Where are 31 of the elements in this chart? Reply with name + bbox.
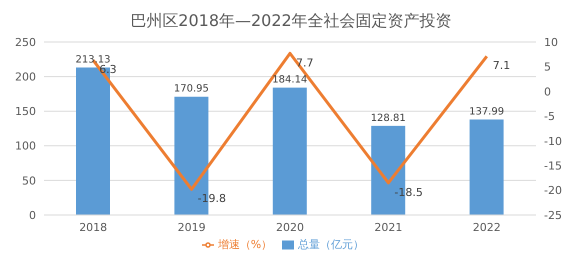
- x-tick-label: 2018: [79, 220, 108, 234]
- y-tick-label: 100: [15, 140, 36, 153]
- x-tick-label: 2022: [472, 220, 501, 234]
- data-label: 7.1: [492, 59, 510, 72]
- y2-tick-label: -15: [544, 159, 562, 172]
- y-tick-label: 50: [22, 174, 36, 188]
- data-label: 184.14: [272, 74, 308, 86]
- x-tick-label: 2019: [178, 220, 206, 234]
- y-tick-label: 150: [15, 105, 36, 118]
- y2-tick-label: 0: [544, 85, 551, 98]
- data-label: 137.99: [469, 106, 504, 118]
- y2-tick-label: -5: [544, 110, 555, 124]
- y2-tick-label: 10: [544, 36, 558, 49]
- y-tick-label: 0: [29, 208, 36, 222]
- legend-label: 增速（%）: [218, 238, 272, 251]
- y2-tick-label: -10: [544, 134, 562, 148]
- data-label: 6.3: [99, 63, 117, 76]
- x-tick-label: 2020: [276, 220, 304, 234]
- x-tick-label: 2021: [374, 220, 402, 234]
- data-label: 170.95: [174, 84, 209, 95]
- legend-label: 总量（亿元）: [298, 238, 364, 251]
- bar: [470, 120, 504, 215]
- y2-tick-label: -25: [544, 208, 562, 222]
- y-tick-label: 200: [15, 70, 36, 84]
- y-tick-label: 250: [15, 36, 36, 49]
- data-label: 213.13: [76, 54, 110, 66]
- data-label: 128.81: [370, 112, 406, 124]
- chart-title: 巴州区2018年—2022年全社会固定资产投资: [129, 10, 453, 32]
- bar: [272, 88, 307, 215]
- y2-tick-label: 5: [544, 60, 551, 74]
- y2-tick-label: -20: [544, 184, 562, 198]
